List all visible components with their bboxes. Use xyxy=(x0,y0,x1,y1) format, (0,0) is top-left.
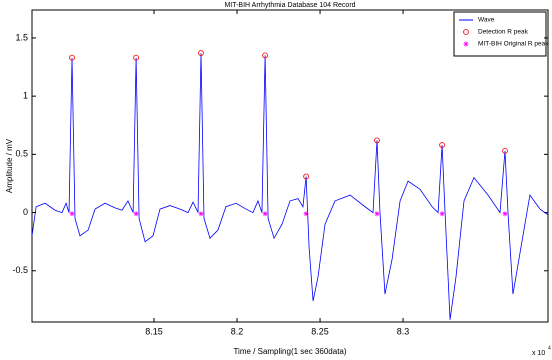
original-marker xyxy=(439,211,445,217)
original-marker xyxy=(133,211,139,217)
wave-line xyxy=(32,53,548,320)
x-multiplier: x 10 xyxy=(532,350,545,357)
legend-swatch xyxy=(463,29,469,35)
detection-marker xyxy=(69,54,75,61)
original-marker xyxy=(198,211,204,217)
x-axis-label: Time / Sampling(1 sec 360data) xyxy=(233,347,346,356)
x-tick-label: 8.2 xyxy=(231,326,244,336)
legend-label: Wave xyxy=(478,17,495,24)
plot-area xyxy=(31,9,549,323)
y-tick-label: 1.5 xyxy=(15,32,28,42)
y-tick-label: 0 xyxy=(23,207,28,217)
original-marker xyxy=(374,211,380,217)
chart-title: MIT-BIH Arrhythmia Database 104 Record xyxy=(224,2,355,9)
y-tick-label: -0.5 xyxy=(12,265,28,275)
detection-marker xyxy=(198,50,204,56)
original-marker xyxy=(69,211,75,217)
x-multiplier-exponent: 4 xyxy=(548,345,551,351)
legend-swatch xyxy=(463,41,469,47)
original-marker xyxy=(303,211,309,217)
detection-marker xyxy=(439,142,445,148)
detection-marker xyxy=(303,173,310,180)
x-tick-label: 8.15 xyxy=(145,326,163,336)
y-axis-label: Amplitude / mV xyxy=(5,138,14,193)
x-tick-label: 8.25 xyxy=(311,326,329,336)
detection-marker xyxy=(502,147,508,154)
legend-label: MIT-BIH Original R peak xyxy=(478,41,549,48)
x-tick-label: 8.3 xyxy=(397,326,410,336)
original-marker xyxy=(502,211,508,217)
detection-marker xyxy=(262,52,268,59)
original-marker xyxy=(262,211,268,217)
detection-marker xyxy=(133,54,139,61)
y-tick-label: 0.5 xyxy=(15,149,28,159)
legend-label: Detection R peak xyxy=(478,29,529,36)
legend-box xyxy=(453,11,547,57)
detection-marker xyxy=(374,137,380,144)
y-tick-label: 1 xyxy=(23,91,28,101)
